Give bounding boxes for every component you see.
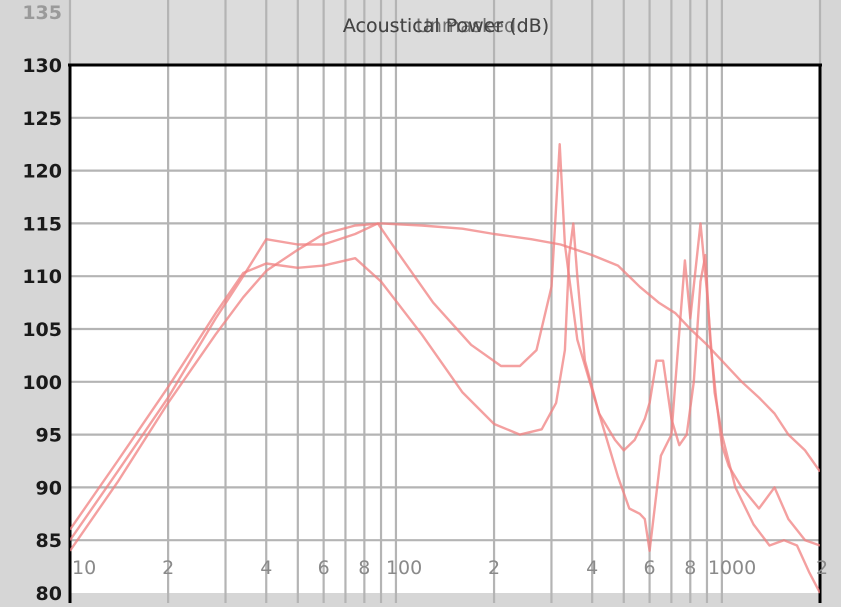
y-tick-label: 105	[22, 319, 62, 341]
y-tick-label: 130	[22, 55, 62, 77]
y-tick-label: 125	[22, 108, 62, 130]
chart-title: Acoustical Power (dB)	[343, 15, 549, 37]
y-tick-label: 120	[22, 161, 62, 183]
x-tick-label: 6	[644, 557, 656, 579]
y-tick-label: 115	[22, 213, 62, 235]
y-tick-label: 110	[22, 266, 62, 288]
title-band	[70, 0, 820, 65]
x-tick-label: 10	[72, 557, 96, 579]
x-tick-label: 8	[358, 557, 370, 579]
y-tick-label: 95	[36, 425, 62, 447]
y-tick-label: 80	[36, 583, 62, 603]
series-line-3	[70, 222, 820, 552]
x-tick-label: 8	[684, 557, 696, 579]
y-tick-label: 135	[22, 2, 62, 24]
y-tick-label: 100	[22, 372, 62, 394]
x-tick-label: 2	[162, 557, 174, 579]
x-tick-label: 2	[816, 557, 828, 579]
x-tick-label: 2	[488, 557, 500, 579]
x-tick-label: 100	[386, 557, 422, 579]
y-tick-label: 90	[36, 477, 62, 499]
y-tick-label: 85	[36, 530, 62, 552]
chart-title: Acoustical Power (dB)	[343, 15, 549, 37]
x-tick-label: 4	[586, 557, 598, 579]
series-line-2	[70, 143, 820, 594]
x-tick-label: 4	[260, 557, 272, 579]
x-tick-label: 6	[318, 557, 330, 579]
x-tick-label: 1000	[708, 557, 756, 579]
chart-title: Unmasked	[416, 15, 516, 37]
